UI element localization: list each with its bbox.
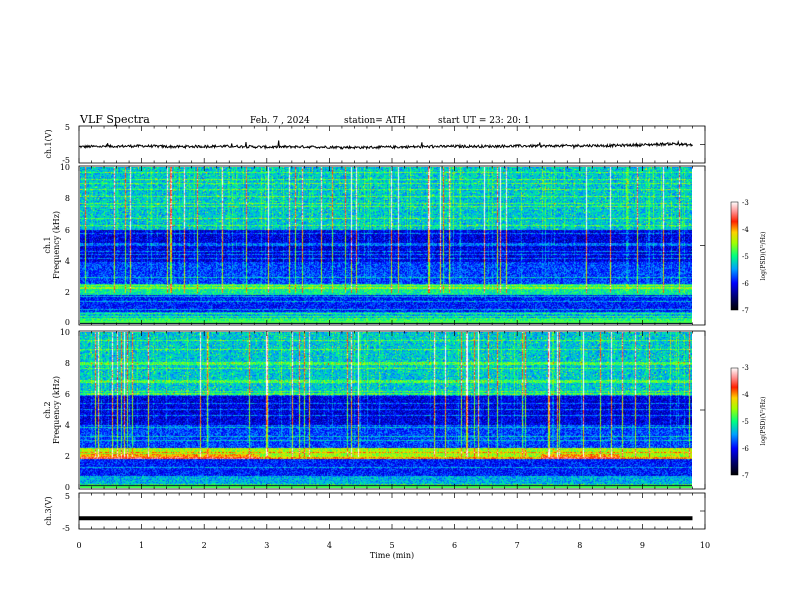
- xtick-5: 5: [389, 541, 394, 550]
- ch2-ytick-8: 8: [65, 359, 70, 368]
- ch1-cbar-tick-m7: -7: [742, 307, 749, 315]
- ch2-colorbar-label: log(PSD)(V²/Hz): [760, 397, 767, 446]
- ch1-spectrogram-image: [80, 167, 692, 324]
- ch2-ytick-2: 2: [65, 452, 70, 461]
- ch2-cbar-tick-m6: -6: [742, 445, 749, 453]
- ch2-ytick-6: 6: [65, 390, 70, 399]
- ch1-ytick-10: 10: [60, 163, 70, 172]
- x-axis-ticks: 0 1 2 3 4 5 6 7 8 9 10: [76, 541, 710, 550]
- ch1-waveform-frame: [78, 125, 706, 164]
- ch1-ytick-0: 0: [65, 318, 70, 327]
- x-axis-label: Time (min): [370, 551, 414, 560]
- ch3-waveform-ylabel: ch.3(V): [44, 496, 53, 525]
- ch1-cbar-tick-m3: -3: [742, 199, 749, 207]
- ch1-ytick-4: 4: [65, 257, 70, 266]
- ch1-cbar-tick-m6: -6: [742, 280, 749, 288]
- ch1-ytick-top: 5: [65, 123, 70, 132]
- ch1-waveform-ylabel: ch.1(V): [44, 129, 53, 158]
- ch2-cbar-tick-m5: -5: [742, 418, 749, 426]
- ch2-cbar-tick-m7: -7: [742, 472, 749, 480]
- ch3-waveform-panel: 5 -5 ch.3(V): [44, 492, 706, 533]
- ch2-ytick-0: 0: [65, 483, 70, 492]
- ch1-waveform-line: [78, 139, 693, 151]
- xtick-7: 7: [515, 541, 520, 550]
- xtick-9: 9: [640, 541, 645, 550]
- station-label: station= ATH: [344, 116, 406, 126]
- ch3-ytick-bottom: -5: [62, 524, 70, 533]
- xtick-2: 2: [202, 541, 207, 550]
- ch2-spectrogram-ylabel-channel: ch.2: [43, 401, 52, 418]
- xtick-6: 6: [452, 541, 457, 550]
- ch1-cbar-tick-m5: -5: [742, 253, 749, 261]
- ch2-ytick-4: 4: [65, 421, 70, 430]
- ch2-spectrogram-ylabel-frequency: Frequency (kHz): [52, 376, 61, 444]
- xtick-3: 3: [264, 541, 269, 550]
- figure-title: VLF Spectra: [79, 113, 150, 126]
- xtick-1: 1: [139, 541, 144, 550]
- ch3-waveform-frame: [78, 492, 706, 530]
- ch1-ytick-8: 8: [65, 194, 70, 203]
- xtick-4: 4: [327, 541, 332, 550]
- ch2-colorbar: [730, 367, 739, 476]
- ch2-cbar-tick-m4: -4: [742, 391, 749, 399]
- ch1-ytick-6: 6: [65, 226, 70, 235]
- ch1-colorbar-label: log(PSD)(V²/Hz): [760, 232, 767, 281]
- ch1-spectrogram-yticks: 0 2 4 6 8 10: [60, 163, 70, 327]
- start-time-label: start UT = 23: 20: 1: [438, 116, 530, 126]
- ch1-cbar-tick-m4: -4: [742, 226, 749, 234]
- date-label: Feb. 7 , 2024: [250, 116, 310, 126]
- ch3-ytick-top: 5: [65, 492, 70, 501]
- ch2-spectrogram-panel: 0 2 4 6 8 10 ch.2 Frequency (kHz) -3 -4 …: [43, 328, 767, 492]
- ch2-cbar-tick-m3: -3: [742, 364, 749, 372]
- ch2-spectrogram-image: [80, 332, 692, 488]
- ch1-waveform-panel: 5 -5 ch.1(V): [44, 123, 706, 165]
- ch1-colorbar: [730, 201, 739, 311]
- xtick-0: 0: [76, 541, 81, 550]
- ch1-spectrogram-ylabel-frequency: Frequency (kHz): [52, 211, 61, 279]
- panel-tick-marks: [78, 126, 706, 529]
- xtick-8: 8: [577, 541, 582, 550]
- ch1-spectrogram-ylabel-channel: ch.1: [43, 236, 52, 253]
- ch1-ytick-bottom: -5: [62, 156, 70, 165]
- xtick-10: 10: [700, 541, 710, 550]
- ch2-ytick-10: 10: [60, 328, 70, 337]
- ch1-ytick-2: 2: [65, 288, 70, 297]
- ch1-spectrogram-panel: 0 2 4 6 8 10 ch.1 Frequency (kHz) -3 -4 …: [43, 163, 767, 327]
